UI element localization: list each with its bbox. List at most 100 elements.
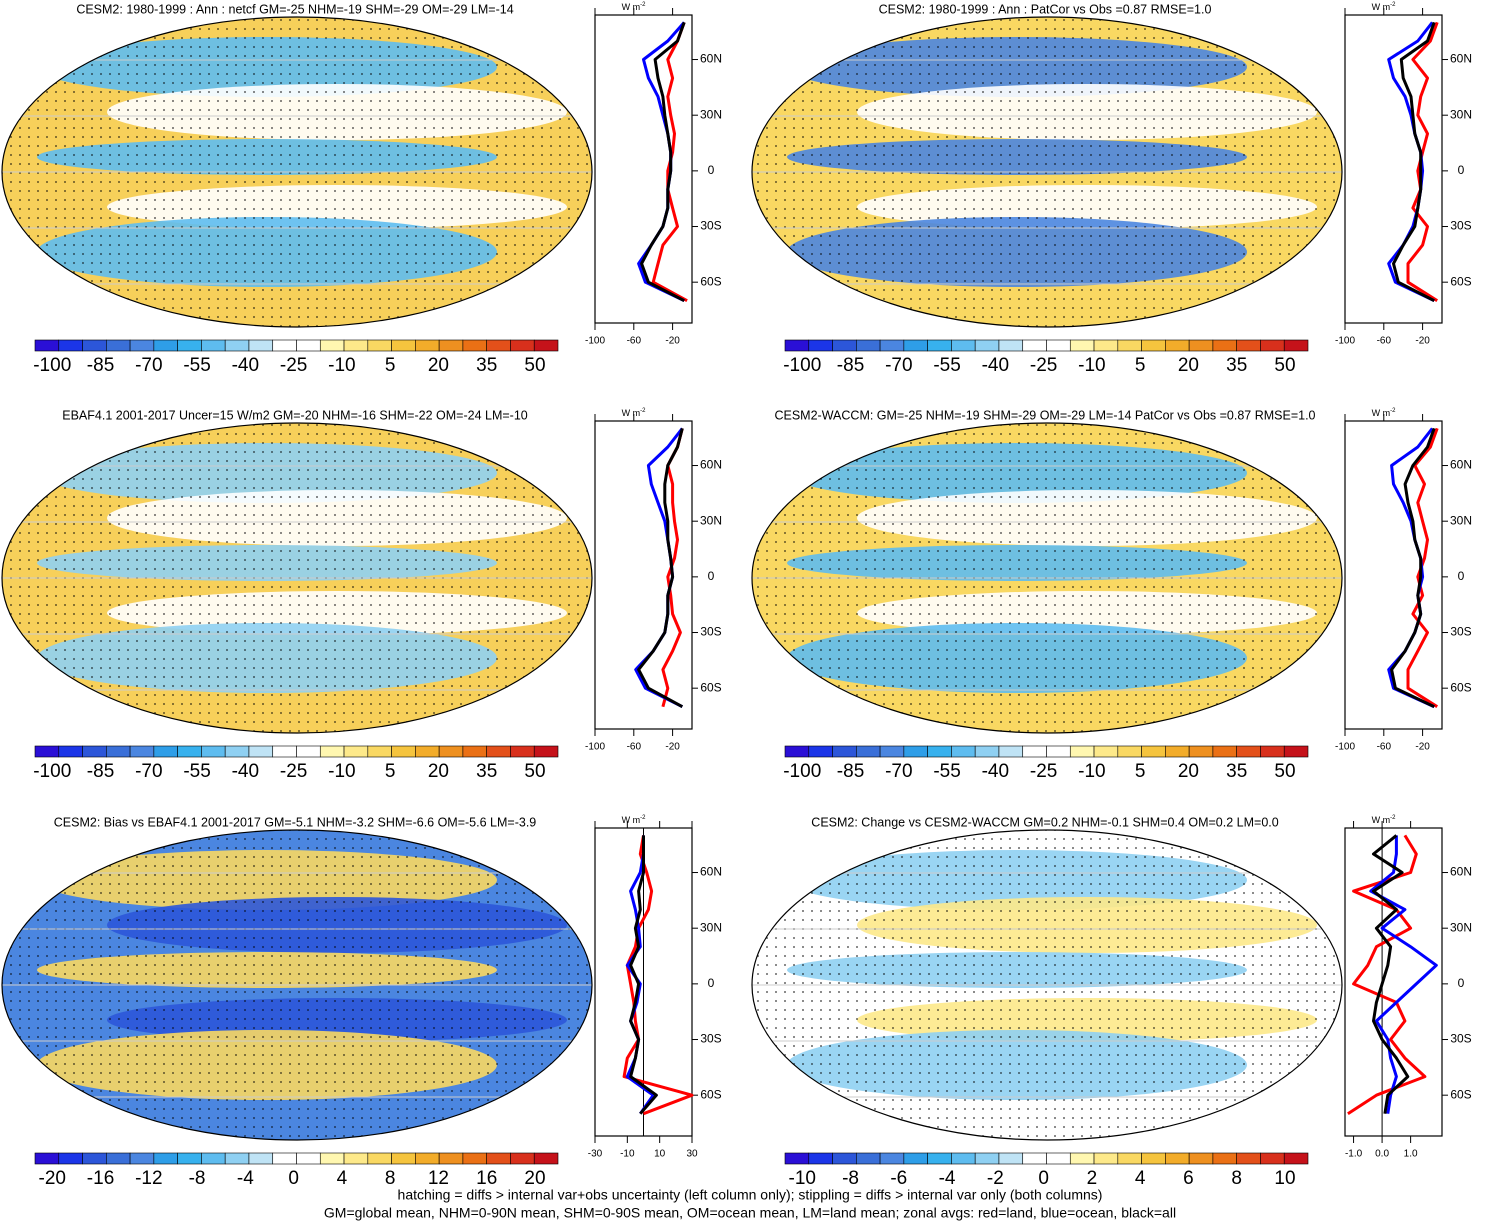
colorbar-box xyxy=(832,1152,857,1165)
units-exponent: -2 xyxy=(640,815,646,821)
colorbar-box xyxy=(1212,339,1237,352)
colorbar-box xyxy=(1141,1152,1166,1165)
colorbar-box xyxy=(903,745,928,758)
colorbar-box xyxy=(58,1152,83,1165)
footnote: hatching = diffs > internal var+obs unce… xyxy=(398,1187,1103,1203)
colorbar-label: 35 xyxy=(1226,761,1247,782)
y-tick-label: 30N xyxy=(700,920,722,934)
x-tick-label: -20 xyxy=(1415,742,1430,753)
map-field xyxy=(752,17,1342,327)
colorbar-box xyxy=(177,339,202,352)
map xyxy=(1,16,593,328)
colorbar-box xyxy=(832,339,857,352)
map-outline xyxy=(751,16,1343,328)
colorbar-label: 50 xyxy=(524,761,545,782)
colorbar-box xyxy=(856,745,881,758)
colorbar-box xyxy=(974,1152,1000,1165)
colorbar-label: -4 xyxy=(939,1168,956,1189)
colorbar-label: -55 xyxy=(183,761,210,782)
y-tick-label: 0 xyxy=(708,976,715,990)
colorbar-label: -40 xyxy=(232,355,259,376)
colorbar-box xyxy=(1283,339,1309,352)
colorbar-label: -85 xyxy=(87,355,114,376)
colorbar-label: 20 xyxy=(1178,355,1199,376)
colorbar-box xyxy=(951,1152,976,1165)
colorbar-label: 5 xyxy=(1135,761,1146,782)
colorbar-box xyxy=(879,745,905,758)
zonal-line xyxy=(629,835,658,1115)
y-tick-label: 60S xyxy=(700,680,721,694)
colorbar-label: 5 xyxy=(385,761,396,782)
colorbar-label: -55 xyxy=(183,355,210,376)
colorbar-box xyxy=(367,339,392,352)
colorbar-box xyxy=(510,1152,535,1165)
y-tick-label: 30N xyxy=(1450,920,1472,934)
colorbar-box xyxy=(927,1152,952,1165)
units-label: W m-2 xyxy=(622,408,646,419)
colorbar-box xyxy=(391,745,416,758)
zonal-frame xyxy=(594,420,693,730)
colorbar-label: -100 xyxy=(783,355,821,376)
colorbar-box xyxy=(296,339,321,352)
units-exponent: -2 xyxy=(1390,2,1396,8)
colorbar-label: 35 xyxy=(476,355,497,376)
y-tick-label: 0 xyxy=(1458,976,1465,990)
colorbar-box xyxy=(1283,745,1309,758)
colorbar-box xyxy=(177,745,202,758)
colorbar-box xyxy=(319,745,345,758)
y-tick-label: 0 xyxy=(708,569,715,583)
colorbar-box xyxy=(153,745,178,758)
colorbar-box xyxy=(974,745,1000,758)
colorbar-label: -100 xyxy=(33,761,71,782)
colorbar-box xyxy=(1236,1152,1261,1165)
panel-title: CESM2-WACCM: GM=-25 NHM=-19 SHM=-29 OM=-… xyxy=(774,408,1315,422)
units-exponent: -2 xyxy=(640,2,646,8)
colorbar-box xyxy=(856,1152,881,1165)
zonal-frame xyxy=(1344,420,1443,730)
colorbar-box xyxy=(1093,745,1119,758)
colorbar-label: -70 xyxy=(135,761,162,782)
colorbar-box xyxy=(201,339,226,352)
map xyxy=(1,829,593,1141)
y-tick-label: 30S xyxy=(700,1032,721,1046)
colorbar-label: -85 xyxy=(837,355,864,376)
units: W m xyxy=(1372,408,1391,418)
colorbar-box xyxy=(1188,1152,1214,1165)
colorbar-box xyxy=(177,1152,202,1165)
colorbar-box xyxy=(58,745,83,758)
colorbar-label: 35 xyxy=(1226,355,1247,376)
colorbar-box xyxy=(319,339,345,352)
colorbar-box xyxy=(808,339,833,352)
units-label: W m-2 xyxy=(622,2,646,13)
map xyxy=(1,422,593,734)
colorbar-label: -100 xyxy=(33,355,71,376)
colorbar-box xyxy=(415,1152,440,1165)
colorbar-box xyxy=(248,1152,274,1165)
colorbar-box xyxy=(296,1152,321,1165)
colorbar-box xyxy=(879,339,905,352)
colorbar-label: -85 xyxy=(837,761,864,782)
y-tick-label: 60S xyxy=(1450,1087,1471,1101)
colorbar-box xyxy=(903,1152,928,1165)
x-tick-label: 30 xyxy=(686,1149,698,1160)
y-tick-label: 60S xyxy=(1450,274,1471,288)
colorbar-box xyxy=(1165,745,1190,758)
colorbar-box xyxy=(784,745,810,758)
colorbar-label: 20 xyxy=(1178,761,1199,782)
colorbar-box xyxy=(34,1152,60,1165)
panel-title: EBAF4.1 2001-2017 Uncer=15 W/m2 GM=-20 N… xyxy=(62,408,528,422)
colorbar-box xyxy=(272,339,297,352)
colorbar-box xyxy=(1141,745,1166,758)
colorbar-box xyxy=(1212,745,1237,758)
colorbar-box xyxy=(462,745,487,758)
units: W m xyxy=(622,2,641,12)
colorbar-box xyxy=(153,1152,178,1165)
colorbar-box xyxy=(106,1152,131,1165)
map-outline xyxy=(1,422,593,734)
colorbar-box xyxy=(1069,1152,1095,1165)
units: W m xyxy=(1372,815,1391,825)
colorbar-box xyxy=(272,1152,297,1165)
map-field xyxy=(2,17,592,327)
colorbar-label: 5 xyxy=(385,355,396,376)
y-tick-label: 60S xyxy=(700,274,721,288)
